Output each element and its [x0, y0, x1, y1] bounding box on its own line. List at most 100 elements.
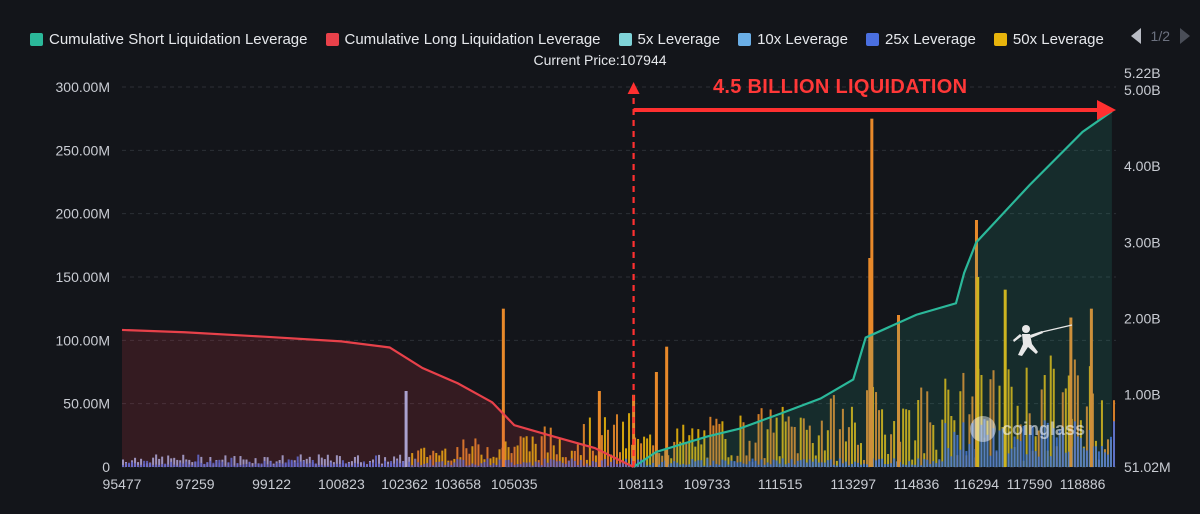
bar-minor: [932, 424, 935, 467]
bar-minor-base: [932, 461, 935, 467]
bar-minor: [603, 417, 606, 467]
bar-minor-base: [266, 464, 269, 467]
bar-minor-base: [911, 464, 914, 467]
legend-item-50x[interactable]: 50x Leverage: [993, 30, 1104, 48]
bar-minor: [992, 370, 995, 467]
bar-minor-base: [522, 462, 525, 467]
bar-minor-base: [1100, 446, 1103, 467]
bar-minor: [905, 409, 908, 467]
bar-minor: [552, 445, 555, 467]
bar-minor-base: [218, 462, 221, 467]
bar-minor-base: [305, 463, 308, 467]
bar-minor: [528, 451, 531, 467]
bar-minor: [1085, 406, 1088, 467]
bar-minor: [522, 437, 525, 467]
y-right-tick-label: 5.22B: [1124, 65, 1161, 81]
bar-minor: [450, 460, 453, 467]
bar-minor-base: [739, 461, 742, 467]
bar-minor-base: [649, 464, 652, 467]
bar-minor: [546, 452, 549, 467]
bar-minor-base: [441, 461, 444, 467]
bar-minor: [393, 456, 396, 467]
bar-minor: [658, 453, 661, 467]
bar-minor-base: [754, 460, 757, 467]
bar-minor: [935, 449, 938, 467]
bar-minor-base: [576, 465, 579, 467]
bar-minor: [679, 441, 682, 467]
bar-minor: [477, 444, 480, 467]
bar-minor: [959, 391, 962, 467]
bar-minor: [941, 419, 944, 467]
bar-minor-base: [188, 464, 191, 467]
bar-minor: [808, 425, 811, 467]
x-tick-label: 114836: [894, 476, 940, 492]
coinglass-watermark: coinglass: [970, 416, 1085, 442]
bar-minor-base: [245, 463, 248, 467]
bar-minor-base: [862, 463, 865, 467]
bar-minor-base: [311, 462, 314, 467]
bar-minor: [254, 458, 257, 467]
bar-minor: [856, 444, 859, 467]
bar-minor: [736, 455, 739, 467]
bar-minor: [682, 424, 685, 467]
bar-minor: [317, 454, 320, 467]
bar-minor: [606, 429, 609, 467]
bar-minor: [712, 425, 715, 467]
bar-minor-base: [471, 463, 474, 467]
y-left-tick-label: 50.00M: [63, 396, 110, 412]
bar-minor: [691, 428, 694, 467]
legend-item-long-cumulative[interactable]: Cumulative Long Liquidation Leverage: [325, 31, 601, 48]
fencer-icon: [1013, 324, 1073, 356]
bar-minor-base: [992, 428, 995, 467]
bar-minor: [673, 441, 676, 467]
bar-minor-base: [1040, 426, 1043, 467]
bar-minor: [465, 448, 468, 467]
y-right-tick-label: 51.02M: [1124, 459, 1171, 475]
bar-minor-base: [317, 464, 320, 467]
bar-minor-base: [567, 461, 570, 467]
bar-minor-base: [555, 461, 558, 467]
bar-minor: [661, 455, 664, 467]
bar-minor-base: [817, 462, 820, 467]
bar-minor-base: [826, 460, 829, 467]
bar-minor-base: [989, 455, 992, 467]
bar-minor: [724, 439, 727, 467]
bar-minor-base: [1046, 422, 1049, 467]
bar-minor: [760, 408, 763, 467]
bar-minor: [908, 410, 911, 467]
bar-minor: [769, 409, 772, 467]
legend-item-5x[interactable]: 5x Leverage: [618, 31, 720, 48]
bar-minor-base: [685, 464, 688, 467]
legend-item-25x[interactable]: 25x Leverage: [865, 31, 976, 48]
bar-minor: [709, 416, 712, 467]
bar-minor: [968, 414, 971, 467]
bar-minor-base: [923, 459, 926, 467]
legend-item-10x[interactable]: 10x Leverage: [738, 31, 848, 48]
bar-major: [870, 118, 874, 468]
bar-minor: [685, 441, 688, 467]
bar-minor: [411, 453, 414, 467]
bar-minor: [832, 395, 835, 467]
bar-minor: [375, 455, 378, 467]
bar-minor: [468, 453, 471, 467]
bar-minor: [444, 448, 447, 467]
bar-minor: [1037, 430, 1040, 467]
bar-minor-base: [736, 462, 739, 467]
y-left-tick-label: 100.00M: [56, 332, 110, 348]
bar-minor-base: [682, 463, 685, 467]
bar-minor-base: [859, 464, 862, 467]
bar-minor-base: [534, 461, 537, 467]
bar-minor-base: [1019, 440, 1022, 467]
legend-item-short-cumulative[interactable]: Cumulative Short Liquidation Leverage: [30, 31, 308, 48]
bar-minor: [462, 439, 465, 467]
bar-minor: [998, 385, 1001, 467]
bar-minor: [399, 454, 402, 467]
bar-minor: [700, 444, 703, 467]
legend-next-icon[interactable]: [1180, 28, 1190, 44]
bar-minor: [182, 454, 185, 467]
bar-minor-base: [745, 464, 748, 467]
legend-prev-icon[interactable]: [1130, 28, 1141, 44]
legend-label: 50x Leverage: [1012, 30, 1104, 48]
bar-minor: [356, 455, 359, 467]
